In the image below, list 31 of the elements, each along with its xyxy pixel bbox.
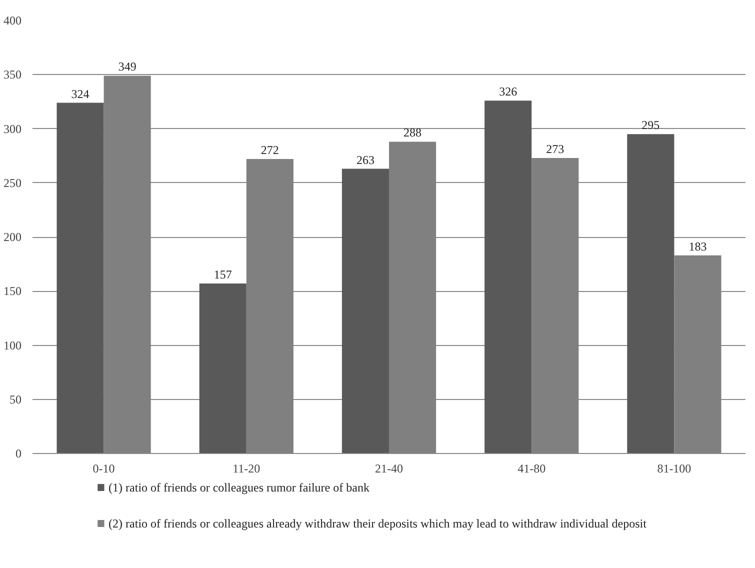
x-tick-label: 0-10	[92, 462, 115, 476]
x-tick-label: 21-40	[375, 462, 403, 476]
bar	[627, 134, 674, 454]
y-tick-label: 350	[4, 68, 22, 82]
legend-label: (1) ratio of friends or colleagues rumor failure of bank	[108, 480, 370, 494]
bar	[342, 168, 389, 454]
data-label: 324	[71, 86, 90, 101]
y-tick-label: 250	[4, 176, 22, 190]
y-tick-label: 100	[4, 338, 22, 352]
legend-label: (2) ratio of friends or colleagues already withdraw their deposits which may lead to withdraw individual deposit	[108, 516, 648, 530]
x-tick-label: 11-20	[232, 462, 260, 476]
data-label: 295	[642, 118, 660, 132]
y-tick-label: 50	[10, 392, 22, 406]
data-label: 183	[688, 239, 707, 254]
bar	[199, 284, 246, 454]
y-tick-label: 300	[4, 122, 22, 136]
y-tick-label: 400	[4, 14, 22, 28]
y-tick-label: 0	[16, 446, 22, 460]
x-tick-label: 81-100	[657, 462, 692, 476]
bar	[484, 100, 532, 454]
x-tick-label: 41-80	[518, 462, 546, 476]
data-label: 157	[214, 268, 232, 282]
data-label: 288	[404, 126, 422, 140]
y-tick-label: 200	[4, 230, 22, 244]
bar	[56, 102, 104, 454]
data-label: 273	[546, 142, 564, 156]
data-label: 326	[499, 84, 518, 99]
data-label: 349	[118, 60, 136, 74]
y-tick-label: 150	[4, 284, 22, 298]
data-label: 263	[356, 152, 374, 167]
data-label: 272	[260, 143, 279, 158]
